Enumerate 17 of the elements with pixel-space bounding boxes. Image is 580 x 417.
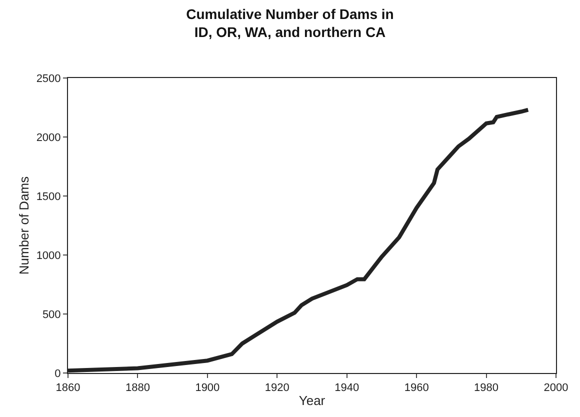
y-tick-label: 1500 [36,190,61,203]
x-tick-label: 1940 [334,382,360,394]
y-axis-title: Number of Dams [16,176,32,275]
x-tick-label: 1860 [56,382,80,394]
y-tick-label: 2000 [36,132,61,144]
x-tick-label: 2000 [544,382,568,394]
x-axis-title: Year [298,392,326,408]
x-tick-label: 1920 [264,382,290,394]
chart-title: Cumulative Number of Dams in ID, OR, WA, and northern CA [186,6,394,40]
x-tick-label: 1980 [474,382,499,394]
x-tick-label: 1880 [125,382,150,394]
y-tick-label: 500 [42,308,61,321]
x-tick-label: 1900 [195,382,220,394]
y-tick-label: 1000 [36,250,61,262]
x-tick-label: 1960 [404,382,429,394]
y-tick-label: 2500 [36,72,61,85]
y-tick-label: 0 [54,368,61,380]
